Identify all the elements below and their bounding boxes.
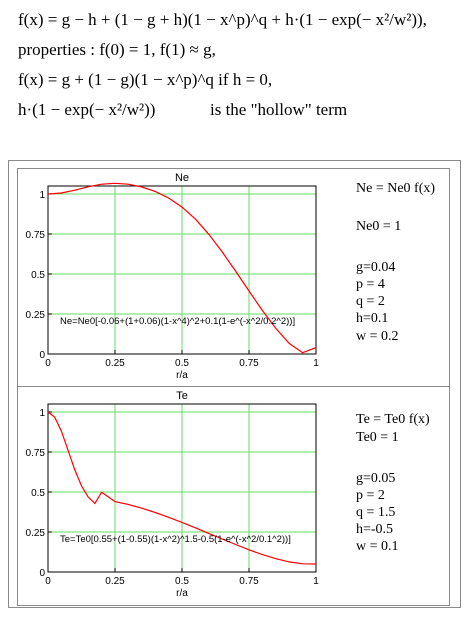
x-axis-label: r/a — [176, 588, 188, 599]
x-tick-label: 0.75 — [239, 576, 259, 587]
te-chart: Te 0 0.25 0.5 0.75 1 0 0.25 0.5 0.75 1 r/a Te=Te0[0.… — [26, 390, 320, 599]
te-param-p: p = 2 — [356, 488, 385, 503]
series-line — [47, 182, 317, 354]
x-tick-label: 0.25 — [105, 576, 125, 587]
te-param-q: q = 1.5 — [356, 505, 396, 520]
x-tick-label: 1 — [313, 358, 319, 369]
figure-frame — [8, 160, 461, 608]
x-tick-label: 0.25 — [105, 358, 125, 369]
x-tick-label: 0.5 — [175, 358, 189, 369]
equation-hollow-label: is the "hollow" term — [210, 100, 348, 119]
x-tick-label: 1 — [313, 576, 319, 587]
y-tick-label: 1 — [39, 190, 45, 201]
te-param-w: w = 0.1 — [356, 539, 399, 554]
te-chart-panel: Te 0 0.25 0.5 0.75 1 0 0.25 0.5 0.75 1 r/a Te=Te0[0.… — [17, 386, 350, 606]
y-tick-label: 0.75 — [26, 448, 46, 459]
ne-param-q: q = 2 — [356, 294, 385, 309]
equation-properties: properties : f(0) = 1, f(1) ≈ g, — [18, 40, 216, 59]
x-tick-label: 0.5 — [175, 576, 189, 587]
ne-chart-panel: Ne 0 0.25 0.5 0.75 1 0 0.25 0.5 0.75 1 r/a Ne=Ne0[-0… — [17, 168, 350, 388]
y-tick-label: 0.5 — [31, 270, 45, 281]
te-param-g: g=0.05 — [356, 471, 396, 486]
ne-param-p: p = 4 — [356, 277, 385, 292]
y-tick-label: 0 — [39, 568, 45, 579]
y-tick-label: 0.25 — [26, 310, 46, 321]
y-tick-label: 0.25 — [26, 528, 46, 539]
formula-annotation: Ne=Ne0[-0.06+(1+0.06)(1-x^4)^2+0.1(1-e^(… — [60, 316, 295, 327]
ne-param-def: Ne = Ne0 f(x) — [356, 181, 436, 196]
ne-chart: Ne 0 0.25 0.5 0.75 1 0 0.25 0.5 0.75 1 r/a Ne=Ne0[-0… — [26, 172, 320, 381]
y-tick-label: 1 — [39, 408, 45, 419]
chart-title: Ne — [175, 172, 189, 184]
chart-title: Te — [176, 390, 188, 402]
equation-hollow-expr: h·(1 − exp(− x²/w²)) — [18, 100, 156, 119]
x-tick-label: 0 — [45, 576, 51, 587]
formula-annotation: Te=Te0[0.55+(1-0.55)(1-x^2)^1.5-0.5(1-e^… — [60, 534, 291, 545]
te-params-panel: Te = Te0 f(x) Te0 = 1 g=0.05 p = 2 q = 1… — [348, 386, 450, 606]
ne-param-h: h=0.1 — [356, 311, 389, 326]
te-param-h: h=-0.5 — [356, 522, 394, 537]
te-param-te0: Te0 = 1 — [356, 430, 399, 445]
te-param-def: Te = Te0 f(x) — [356, 412, 430, 427]
ne-param-w: w = 0.2 — [356, 329, 399, 344]
ne-param-g: g=0.04 — [356, 260, 396, 275]
y-tick-label: 0 — [39, 350, 45, 361]
series-line — [47, 411, 317, 565]
x-tick-label: 0 — [45, 358, 51, 369]
equation-main: f(x) = g − h + (1 − g + h)(1 − x^p)^q + … — [18, 10, 427, 29]
equation-h-zero: f(x) = g + (1 − g)(1 − x^p)^q if h = 0, — [18, 70, 273, 89]
y-tick-label: 0.5 — [31, 488, 45, 499]
y-tick-label: 0.75 — [26, 230, 46, 241]
x-axis-label: r/a — [176, 370, 188, 381]
ne-param-ne0: Ne0 = 1 — [356, 219, 402, 234]
ne-params-panel: Ne = Ne0 f(x) Ne0 = 1 g=0.04 p = 4 q = 2… — [348, 168, 450, 388]
x-tick-label: 0.75 — [239, 358, 259, 369]
